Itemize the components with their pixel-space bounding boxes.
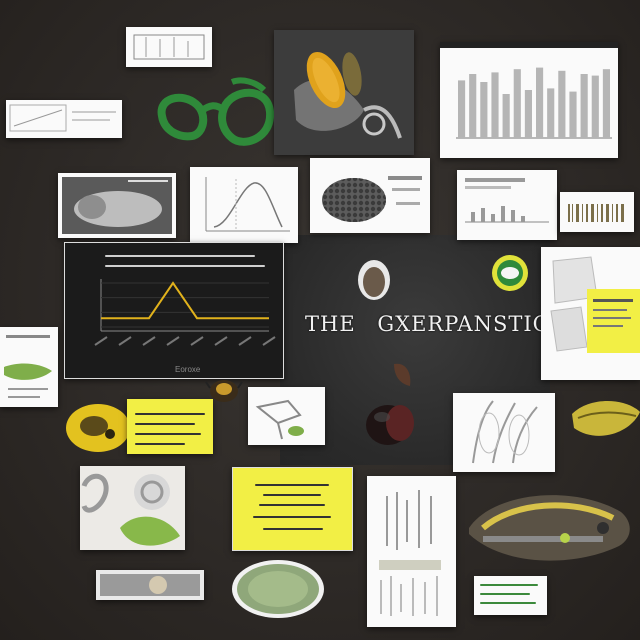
title-word-2: GXERPANSTION: [377, 312, 571, 336]
green-label-card: [474, 576, 547, 615]
line-chart-tick-label: [262, 336, 276, 346]
bar-chart-bar: [558, 70, 566, 138]
label-line-1: [135, 413, 205, 415]
bar-chart-bar: [569, 91, 577, 138]
specimen-photo-card: [58, 173, 176, 238]
bar-chart-card: [440, 42, 618, 158]
histogram-graphic: [465, 178, 549, 223]
corn-photo-card: [274, 30, 414, 155]
line-chart-tick-label: [118, 336, 132, 346]
green-label-line-3: [480, 602, 536, 604]
green-sticker-icon: [492, 255, 528, 291]
berry-icon: [366, 405, 414, 445]
leaf-diagram-card: [0, 327, 58, 407]
bar-chart-bar: [502, 94, 510, 138]
line-chart-tick-label: [238, 336, 252, 346]
notes-card-left: [6, 100, 122, 138]
doc-line-2: [263, 494, 321, 496]
doc-line-1: [255, 484, 329, 486]
label-line-2: [135, 423, 195, 425]
curve-graph: [205, 177, 290, 232]
green-glasses-icon: [157, 77, 275, 146]
yellow-note-card: [541, 247, 640, 380]
folded-paper-illustration: [550, 256, 640, 353]
hand-icon: [358, 260, 390, 300]
label-line-4: [135, 443, 185, 445]
small-chart-card-top: [126, 27, 212, 67]
bar-chart-bar: [458, 80, 466, 138]
yellow-label-card: [127, 399, 213, 454]
bar-chart-bar: [491, 72, 499, 138]
yellow-document-card: [232, 467, 353, 551]
line-chart-tick-label: [214, 336, 228, 346]
tall-document-card: [367, 476, 456, 627]
green-label-line-2: [480, 593, 530, 595]
fish-machine-icon: [469, 495, 630, 561]
bar-chart-bar: [547, 88, 555, 138]
seed-illustration: [322, 176, 422, 222]
tool-sketch: [255, 399, 304, 440]
chart-caption: Eoroxe: [175, 365, 201, 374]
line-chart-series: [101, 281, 269, 320]
bar-chart-bar: [480, 82, 488, 138]
seed-photo-card: [310, 158, 430, 233]
tool-sketch-card: [248, 387, 325, 445]
bar-chart: [456, 67, 612, 139]
bar-chart-bar: [469, 74, 477, 138]
histogram-card: [457, 170, 557, 240]
line-chart-panel: Eoroxe: [64, 242, 284, 379]
tall-document-graphic: [379, 490, 441, 616]
specimen-illustration: [62, 177, 172, 234]
small-seed-icon: [394, 363, 411, 386]
doc-line-4: [253, 516, 331, 518]
yellow-shell-icon: [66, 404, 130, 452]
barcode-graphic: [568, 204, 624, 222]
bar-chart-bar: [591, 75, 599, 138]
line-chart-tick-label: [190, 336, 204, 346]
melon-icon: [232, 560, 324, 618]
bar-chart-bar: [536, 67, 544, 138]
bar-chart-bar: [602, 69, 610, 138]
page-title: THE GXERPANSTION: [305, 312, 569, 336]
green-label-line-1: [480, 584, 538, 586]
line-chart-tick-label: [142, 336, 156, 346]
line-chart-tick-label: [166, 336, 180, 346]
title-word-1: THE: [305, 312, 356, 336]
doc-line-5: [263, 528, 323, 530]
texture-strip-card: [96, 570, 204, 600]
label-line-3: [135, 433, 201, 435]
bar-chart-bar: [580, 74, 588, 138]
small-chart-graphic: [133, 34, 205, 60]
plant-sketch: [472, 400, 538, 464]
beetle-icon: [205, 380, 243, 402]
texture-strip: [100, 574, 200, 596]
line-chart: [94, 279, 276, 346]
bar-chart-bar: [524, 90, 532, 138]
barcode-card: [560, 192, 634, 232]
corn-illustration: [274, 30, 414, 155]
spiral-card: [80, 466, 185, 550]
notes-lines-graphic: [9, 104, 116, 132]
doc-line-3: [259, 504, 325, 506]
curve-graph-card: [190, 167, 298, 243]
spiral-illustration: [81, 473, 180, 546]
line-chart-tick-label: [94, 336, 108, 346]
leaf-diagram: [4, 335, 52, 398]
bar-chart-bar: [513, 69, 521, 138]
chart-heading-scribble: [105, 255, 255, 257]
yellow-leaf-icon: [572, 401, 640, 436]
chart-heading-scribble-2: [105, 265, 265, 267]
plant-sketch-card: [453, 393, 555, 472]
